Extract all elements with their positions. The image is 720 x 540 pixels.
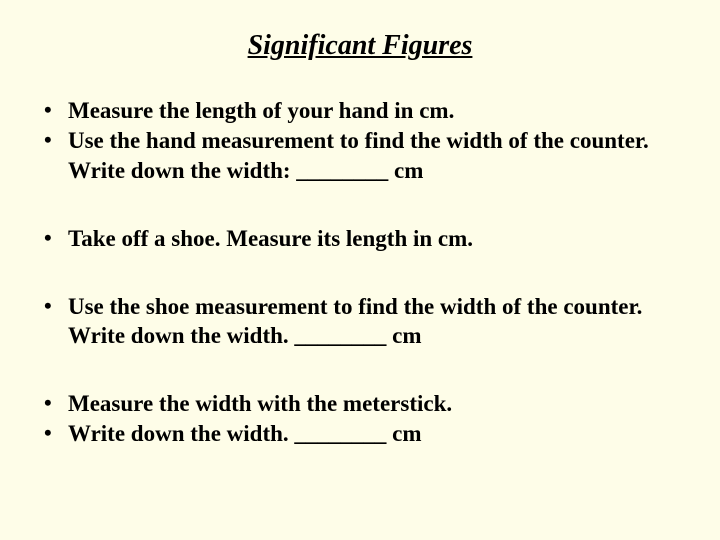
list-item: Measure the length of your hand in cm.	[40, 96, 680, 126]
bullet-list: Use the shoe measurement to find the wid…	[40, 292, 680, 352]
slide-title: Significant Figures	[40, 30, 680, 62]
spacer	[40, 186, 680, 224]
list-item: Measure the width with the meterstick.	[40, 389, 680, 419]
list-item: Use the shoe measurement to find the wid…	[40, 292, 680, 352]
spacer	[40, 254, 680, 292]
bullet-list: Measure the width with the meterstick. W…	[40, 389, 680, 449]
list-item: Write down the width. ________ cm	[40, 419, 680, 449]
list-item: Use the hand measurement to find the wid…	[40, 126, 680, 186]
list-item: Take off a shoe. Measure its length in c…	[40, 224, 680, 254]
bullet-list: Measure the length of your hand in cm. U…	[40, 96, 680, 186]
spacer	[40, 351, 680, 389]
bullet-list: Take off a shoe. Measure its length in c…	[40, 224, 680, 254]
slide-container: Significant Figures Measure the length o…	[0, 0, 720, 540]
